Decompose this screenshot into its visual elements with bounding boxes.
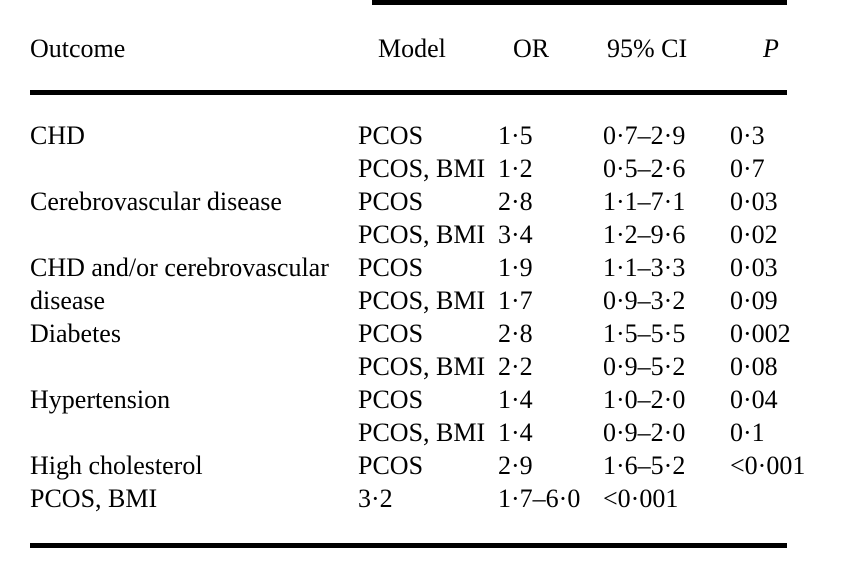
cell-p: 0·03 <box>730 253 778 282</box>
cell-outcome: Hypertension <box>30 385 171 414</box>
cell-ci: <0·001 <box>603 484 679 513</box>
table-row: PCOS, BMI 3·4 1·2–9·6 0·02 <box>30 218 845 251</box>
cell-p: 0·03 <box>730 187 778 216</box>
table-row: Diabetes PCOS 2·8 1·5–5·5 0·002 <box>30 317 845 350</box>
cell-model: PCOS <box>358 121 424 150</box>
table-row: PCOS, BMI 1·2 0·5–2·6 0·7 <box>30 152 845 185</box>
cell-or: 2·9 <box>498 451 533 480</box>
cell-outcome: High cholesterol <box>30 451 203 480</box>
table-row: CHD and/or cerebrovascular PCOS 1·9 1·1–… <box>30 251 845 284</box>
cell-ci: 1·5–5·5 <box>603 319 686 348</box>
cell-model: 3·2 <box>358 484 393 513</box>
cell-ci: 0·9–5·2 <box>603 352 686 381</box>
cell-p: <0·001 <box>730 451 806 480</box>
cell-p: 0·7 <box>730 154 765 183</box>
table-row: PCOS, BMI 1·4 0·9–2·0 0·1 <box>30 416 845 449</box>
cell-outcome: CHD and/or cerebrovascular <box>30 253 329 282</box>
cell-model: PCOS, BMI <box>358 220 486 249</box>
top-partial-rule <box>372 0 787 5</box>
cell-or: 1·7 <box>498 286 533 315</box>
cell-outcome <box>30 416 358 449</box>
cell-ci: 1·2–9·6 <box>603 220 686 249</box>
cell-outcome: CHD <box>30 121 85 150</box>
cell-model: PCOS <box>358 319 424 348</box>
cell-model: PCOS, BMI <box>358 286 486 315</box>
table-row: PCOS, BMI 3·2 1·7–6·0 <0·001 <box>30 482 845 515</box>
cell-ci: 1·6–5·2 <box>603 451 686 480</box>
cell-model: PCOS <box>358 187 424 216</box>
cell-outcome <box>30 218 358 251</box>
cell-model: PCOS <box>358 253 424 282</box>
cell-p: 0·02 <box>730 220 778 249</box>
cell-or: 2·8 <box>498 187 533 216</box>
cell-or: 3·4 <box>498 220 533 249</box>
cell-p: 0·04 <box>730 385 778 414</box>
cell-outcome <box>30 350 358 383</box>
cell-outcome: PCOS, BMI <box>30 484 158 513</box>
cell-model: PCOS <box>358 451 424 480</box>
cell-ci: 1·1–7·1 <box>603 187 686 216</box>
header-rule <box>30 90 787 95</box>
table-row: disease PCOS, BMI 1·7 0·9–3·2 0·09 <box>30 284 845 317</box>
cell-ci: 0·9–3·2 <box>603 286 686 315</box>
cell-outcome <box>30 152 358 185</box>
cell-ci: 1·1–3·3 <box>603 253 686 282</box>
header-or: OR <box>513 34 550 63</box>
cell-p: 0·1 <box>730 418 765 447</box>
cell-model: PCOS, BMI <box>358 352 486 381</box>
table-row: PCOS, BMI 2·2 0·9–5·2 0·08 <box>30 350 845 383</box>
header-ci: 95% CI <box>607 34 688 63</box>
cell-p: 0·3 <box>730 121 765 150</box>
cell-ci: 0·9–2·0 <box>603 418 686 447</box>
cell-p: 0·09 <box>730 286 778 315</box>
table-row: CHD PCOS 1·5 0·7–2·9 0·3 <box>30 119 845 152</box>
cell-ci: 0·5–2·6 <box>603 154 686 183</box>
cell-or: 2·2 <box>498 352 533 381</box>
cell-outcome: Cerebrovascular disease <box>30 187 282 216</box>
header-p: P <box>763 34 779 63</box>
cell-or: 1·2 <box>498 154 533 183</box>
cell-model: PCOS, BMI <box>358 418 486 447</box>
table-row: Cerebrovascular disease PCOS 2·8 1·1–7·1… <box>30 185 845 218</box>
cell-or: 1·7–6·0 <box>498 484 581 513</box>
cell-model: PCOS, BMI <box>358 154 486 183</box>
cell-ci: 1·0–2·0 <box>603 385 686 414</box>
cell-outcome: Diabetes <box>30 319 121 348</box>
cell-or: 1·4 <box>498 418 533 447</box>
cell-ci: 0·7–2·9 <box>603 121 686 150</box>
table-row: Hypertension PCOS 1·4 1·0–2·0 0·04 <box>30 383 845 416</box>
cell-or: 1·4 <box>498 385 533 414</box>
header-model: Model <box>378 34 446 63</box>
cell-or: 2·8 <box>498 319 533 348</box>
cell-model: PCOS <box>358 385 424 414</box>
cell-or: 1·5 <box>498 121 533 150</box>
header-outcome: Outcome <box>30 34 126 63</box>
cell-outcome: disease <box>30 286 106 315</box>
table-row: High cholesterol PCOS 2·9 1·6–5·2 <0·001 <box>30 449 845 482</box>
table-body: CHD PCOS 1·5 0·7–2·9 0·3 PCOS, BMI 1·2 0… <box>30 119 845 515</box>
cell-or: 1·9 <box>498 253 533 282</box>
bottom-rule <box>30 543 787 548</box>
cell-p: 0·08 <box>730 352 778 381</box>
table-header-row: Outcome Model OR 95% CI P <box>30 32 845 65</box>
cell-p <box>730 482 845 515</box>
cell-p: 0·002 <box>730 319 791 348</box>
